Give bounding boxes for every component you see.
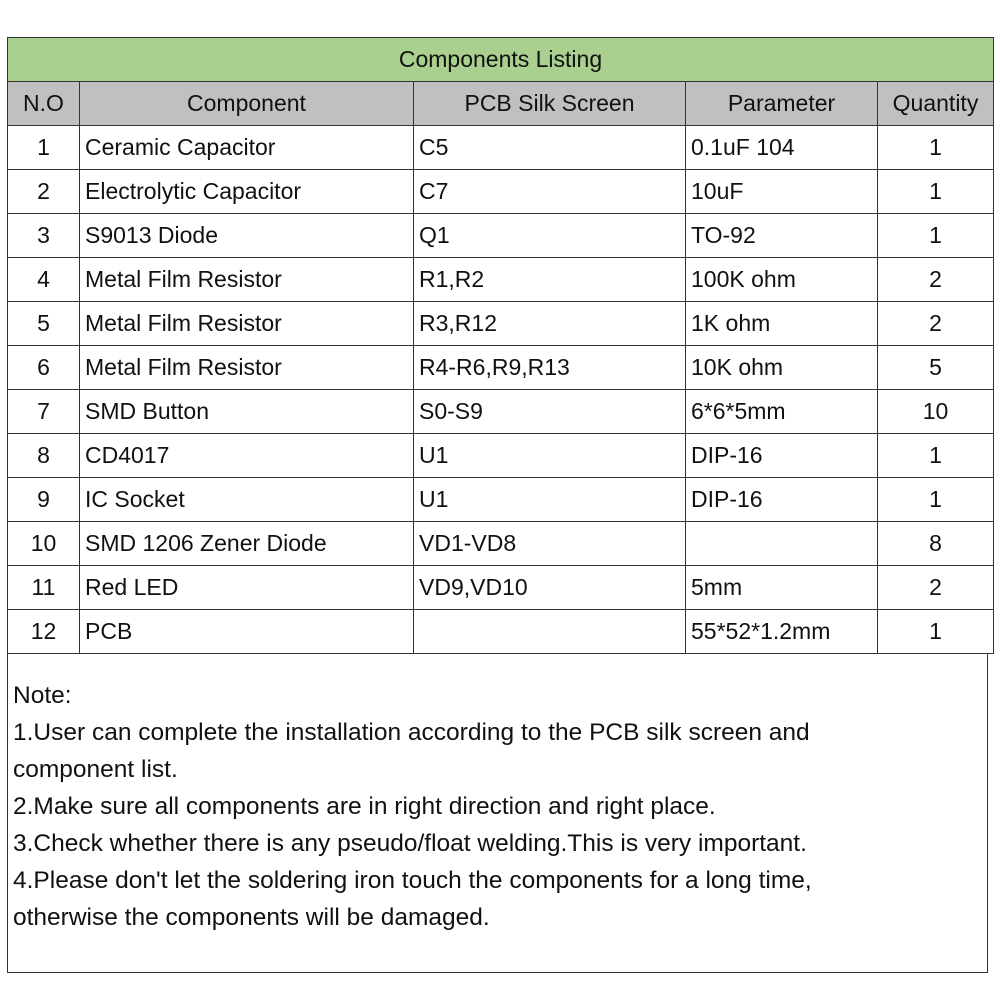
table-row: 11 Red LED VD9,VD10 5mm 2 [7, 565, 994, 610]
table-row: 5 Metal Film Resistor R3,R12 1K ohm 2 [7, 301, 994, 346]
note-line: 3.Check whether there is any pseudo/floa… [13, 830, 807, 857]
component-name: IC Socket [79, 477, 414, 522]
quantity: 8 [877, 521, 994, 566]
quantity: 1 [877, 433, 994, 478]
table-row: 1 Ceramic Capacitor C5 0.1uF 104 1 [7, 125, 994, 170]
column-header: Quantity [877, 81, 994, 126]
parameter: 1K ohm [685, 301, 878, 346]
silk-screen [413, 609, 686, 654]
table-row: 4 Metal Film Resistor R1,R2 100K ohm 2 [7, 257, 994, 302]
row-number: 2 [7, 169, 80, 214]
row-number: 7 [7, 389, 80, 434]
quantity: 5 [877, 345, 994, 390]
silk-screen: R3,R12 [413, 301, 686, 346]
quantity: 2 [877, 257, 994, 302]
table-title: Components Listing [7, 37, 994, 82]
quantity: 2 [877, 301, 994, 346]
table-row: 10 SMD 1206 Zener Diode VD1-VD8 8 [7, 521, 994, 566]
parameter: TO-92 [685, 213, 878, 258]
quantity: 2 [877, 565, 994, 610]
silk-screen: Q1 [413, 213, 686, 258]
silk-screen: C5 [413, 125, 686, 170]
row-number: 8 [7, 433, 80, 478]
table-row: 12 PCB 55*52*1.2mm 1 [7, 609, 994, 654]
table-row: 6 Metal Film Resistor R4-R6,R9,R13 10K ohm 5 [7, 345, 994, 390]
silk-screen: C7 [413, 169, 686, 214]
component-name: CD4017 [79, 433, 414, 478]
quantity: 1 [877, 477, 994, 522]
component-name: Metal Film Resistor [79, 257, 414, 302]
component-name: Red LED [79, 565, 414, 610]
note-section: Note: 1.User can complete the installati… [7, 653, 988, 973]
parameter: 0.1uF 104 [685, 125, 878, 170]
row-number: 1 [7, 125, 80, 170]
note-line: 2.Make sure all components are in right … [13, 793, 716, 820]
row-number: 12 [7, 609, 80, 654]
component-name: PCB [79, 609, 414, 654]
table-row: 3 S9013 Diode Q1 TO-92 1 [7, 213, 994, 258]
table-row: 8 CD4017 U1 DIP-16 1 [7, 433, 994, 478]
row-number: 9 [7, 477, 80, 522]
row-number: 11 [7, 565, 80, 610]
components-table: Components Listing N.O Component PCB Silk … [7, 37, 994, 654]
parameter: 10K ohm [685, 345, 878, 390]
parameter: 6*6*5mm [685, 389, 878, 434]
quantity: 1 [877, 169, 994, 214]
row-number: 6 [7, 345, 80, 390]
column-header: Parameter [685, 81, 878, 126]
note-line: otherwise the components will be damaged… [13, 904, 490, 931]
parameter [685, 521, 878, 566]
note-heading: Note: [13, 682, 72, 709]
component-name: Metal Film Resistor [79, 345, 414, 390]
quantity: 1 [877, 125, 994, 170]
silk-screen: R1,R2 [413, 257, 686, 302]
parameter: 10uF [685, 169, 878, 214]
quantity: 1 [877, 213, 994, 258]
silk-screen: U1 [413, 477, 686, 522]
silk-screen: S0-S9 [413, 389, 686, 434]
silk-screen: R4-R6,R9,R13 [413, 345, 686, 390]
component-name: Ceramic Capacitor [79, 125, 414, 170]
quantity: 1 [877, 609, 994, 654]
table-row: 9 IC Socket U1 DIP-16 1 [7, 477, 994, 522]
quantity: 10 [877, 389, 994, 434]
parameter: 55*52*1.2mm [685, 609, 878, 654]
component-name: SMD Button [79, 389, 414, 434]
column-header: N.O [7, 81, 80, 126]
parameter: 100K ohm [685, 257, 878, 302]
table-row: 7 SMD Button S0-S9 6*6*5mm 10 [7, 389, 994, 434]
row-number: 3 [7, 213, 80, 258]
parameter: 5mm [685, 565, 878, 610]
note-line: component list. [13, 756, 178, 783]
note-line: 1.User can complete the installation acc… [13, 719, 810, 746]
table-row: 2 Electrolytic Capacitor C7 10uF 1 [7, 169, 994, 214]
component-name: S9013 Diode [79, 213, 414, 258]
parameter: DIP-16 [685, 433, 878, 478]
row-number: 5 [7, 301, 80, 346]
silk-screen: VD9,VD10 [413, 565, 686, 610]
row-number: 4 [7, 257, 80, 302]
note-line: 4.Please don't let the soldering iron to… [13, 867, 812, 894]
row-number: 10 [7, 521, 80, 566]
column-header: Component [79, 81, 414, 126]
component-name: SMD 1206 Zener Diode [79, 521, 414, 566]
component-name: Electrolytic Capacitor [79, 169, 414, 214]
parameter: DIP-16 [685, 477, 878, 522]
silk-screen: VD1-VD8 [413, 521, 686, 566]
component-name: Metal Film Resistor [79, 301, 414, 346]
silk-screen: U1 [413, 433, 686, 478]
column-header: PCB Silk Screen [413, 81, 686, 126]
